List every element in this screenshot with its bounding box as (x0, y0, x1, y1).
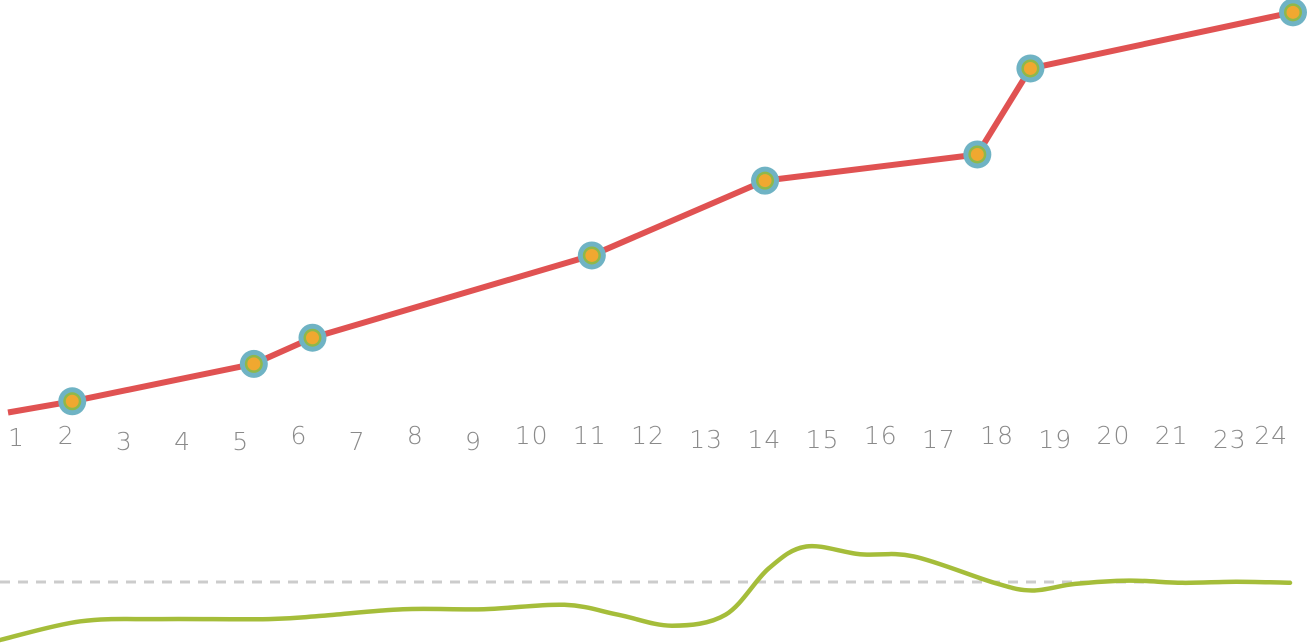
data-point-marker (298, 323, 327, 352)
x-tick-label: 21 (1155, 421, 1189, 450)
main-line-chart: 1 2 3 4 5 6 7 8 9 10 11 12 13 14 15 16 17 18 19 20 21 23 24 (7, 0, 1307, 456)
x-tick-label: 14 (747, 425, 781, 454)
x-tick-label: 1 (8, 423, 25, 452)
data-point-marker (577, 241, 606, 270)
x-tick-label: 9 (465, 427, 482, 456)
x-tick-label: 19 (1038, 425, 1072, 454)
data-point-marker (239, 349, 268, 378)
x-tick-label: 12 (631, 421, 665, 450)
x-tick-label: 23 (1213, 425, 1247, 454)
x-tick-label: 15 (806, 425, 840, 454)
data-point-marker (751, 166, 780, 195)
x-tick-label: 17 (922, 425, 956, 454)
x-tick-label: 3 (116, 427, 133, 456)
data-point-marker (58, 387, 87, 416)
bottom-trend-chart (0, 543, 1293, 643)
x-tick-label: 4 (174, 427, 191, 456)
x-tick-label: 2 (58, 421, 75, 450)
data-markers (58, 0, 1307, 416)
data-point-marker (963, 140, 992, 169)
x-tick-label: 7 (349, 427, 366, 456)
x-tick-label: 13 (689, 425, 723, 454)
x-tick-label: 20 (1097, 421, 1131, 450)
data-point-marker (1279, 0, 1307, 27)
x-tick-label: 6 (290, 421, 307, 450)
x-tick-label: 24 (1254, 421, 1288, 450)
x-tick-label: 8 (407, 421, 424, 450)
x-tick-label: 18 (980, 421, 1014, 450)
x-tick-label: 16 (864, 421, 898, 450)
data-point-marker (1016, 54, 1045, 83)
x-tick-label: 11 (573, 421, 607, 450)
x-tick-label: 5 (232, 427, 249, 456)
main-series-line (7, 9, 1294, 416)
x-tick-label: 10 (515, 421, 549, 450)
x-axis: 1 2 3 4 5 6 7 8 9 10 11 12 13 14 15 16 17 18 19 20 21 23 24 (8, 421, 1288, 456)
trend-line (0, 543, 1293, 643)
